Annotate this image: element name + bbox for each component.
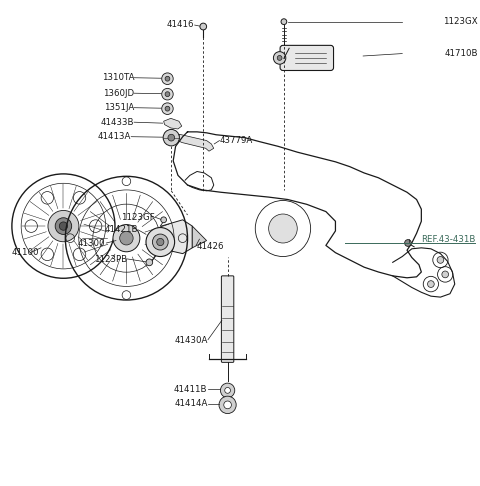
Circle shape	[165, 76, 170, 81]
Circle shape	[153, 234, 168, 250]
Text: 41411B: 41411B	[174, 385, 207, 394]
Text: 1123GF: 1123GF	[121, 213, 155, 222]
FancyBboxPatch shape	[221, 276, 234, 363]
Circle shape	[220, 383, 235, 398]
Text: 41416: 41416	[167, 20, 194, 29]
Circle shape	[146, 227, 175, 257]
Text: 1360JD: 1360JD	[103, 89, 134, 98]
Text: 41426: 41426	[196, 243, 224, 251]
Circle shape	[428, 281, 434, 287]
Polygon shape	[178, 134, 214, 151]
Circle shape	[162, 73, 173, 85]
Circle shape	[405, 240, 411, 246]
Text: 1351JA: 1351JA	[104, 103, 134, 112]
Circle shape	[200, 23, 206, 30]
Circle shape	[269, 214, 297, 243]
Text: 41710B: 41710B	[444, 49, 478, 58]
Text: 1310TA: 1310TA	[102, 73, 134, 82]
Circle shape	[277, 55, 282, 60]
Circle shape	[48, 210, 79, 242]
Circle shape	[163, 129, 180, 146]
Text: REF.43-431B: REF.43-431B	[421, 235, 475, 243]
Polygon shape	[160, 220, 192, 254]
Circle shape	[165, 92, 170, 97]
Circle shape	[60, 222, 68, 230]
Circle shape	[225, 387, 230, 393]
Circle shape	[224, 401, 231, 409]
Text: 41433B: 41433B	[100, 118, 134, 127]
Text: 43779A: 43779A	[220, 136, 253, 145]
Text: 41430A: 41430A	[174, 336, 207, 345]
Circle shape	[146, 259, 153, 266]
Circle shape	[162, 103, 173, 115]
Circle shape	[437, 257, 444, 263]
Text: 41300: 41300	[78, 239, 106, 247]
Circle shape	[274, 52, 286, 64]
FancyBboxPatch shape	[280, 45, 334, 70]
Text: 1123PB: 1123PB	[94, 256, 127, 264]
Circle shape	[281, 19, 287, 25]
Circle shape	[120, 231, 133, 245]
Circle shape	[219, 396, 236, 414]
Circle shape	[157, 239, 164, 245]
Circle shape	[165, 106, 170, 111]
Polygon shape	[164, 118, 182, 129]
Circle shape	[162, 88, 173, 100]
Text: 41413A: 41413A	[98, 132, 131, 141]
Text: 41421B: 41421B	[104, 226, 138, 234]
Circle shape	[55, 218, 72, 234]
Circle shape	[161, 217, 167, 223]
Circle shape	[442, 271, 448, 278]
Text: 1123GX: 1123GX	[443, 17, 478, 26]
Circle shape	[113, 225, 140, 252]
Text: 41414A: 41414A	[174, 399, 207, 408]
Polygon shape	[192, 226, 206, 248]
Text: 41100: 41100	[12, 248, 39, 257]
Circle shape	[168, 134, 175, 141]
